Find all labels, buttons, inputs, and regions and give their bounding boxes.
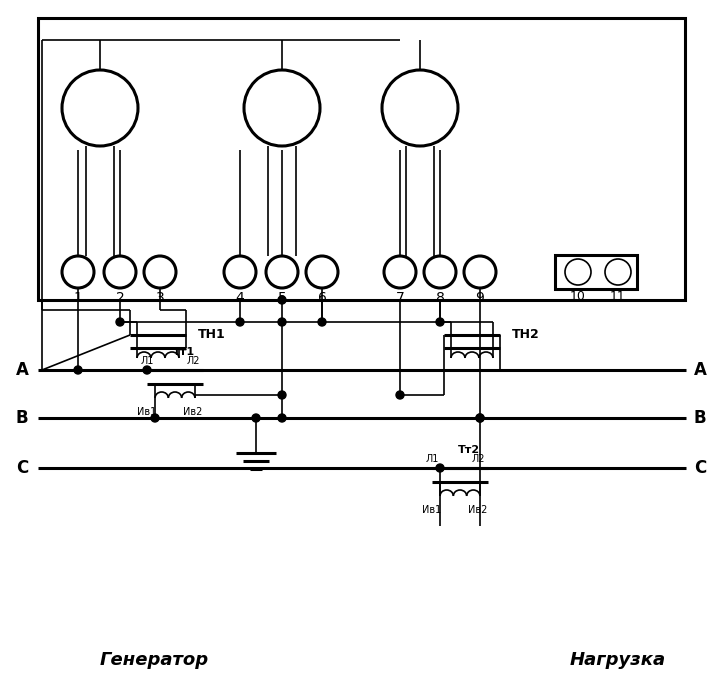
- Text: A: A: [15, 361, 28, 379]
- Circle shape: [74, 366, 82, 374]
- Circle shape: [151, 414, 159, 422]
- Circle shape: [424, 256, 456, 288]
- Text: Ив2: Ив2: [468, 505, 488, 515]
- Text: 1: 1: [74, 291, 83, 305]
- Text: 8: 8: [436, 291, 445, 305]
- Circle shape: [565, 259, 591, 285]
- Bar: [38, 18, 685, 300]
- Text: Генератор: Генератор: [100, 651, 209, 669]
- Text: B: B: [16, 409, 28, 427]
- Circle shape: [62, 70, 138, 146]
- Text: Л1: Л1: [140, 356, 153, 366]
- Circle shape: [62, 256, 94, 288]
- Text: 10: 10: [570, 289, 586, 303]
- Text: Л1: Л1: [425, 454, 439, 464]
- Text: Тт2: Тт2: [458, 445, 480, 455]
- Circle shape: [236, 318, 244, 326]
- Text: 5: 5: [277, 291, 287, 305]
- Text: 4: 4: [235, 291, 245, 305]
- Text: Тт1: Тт1: [173, 347, 195, 357]
- Circle shape: [436, 318, 444, 326]
- Circle shape: [476, 414, 484, 422]
- Circle shape: [252, 414, 260, 422]
- Circle shape: [224, 256, 256, 288]
- Circle shape: [278, 296, 286, 304]
- Circle shape: [278, 318, 286, 326]
- Circle shape: [384, 256, 416, 288]
- Circle shape: [306, 256, 338, 288]
- Circle shape: [278, 391, 286, 399]
- Text: Нагрузка: Нагрузка: [570, 651, 666, 669]
- Circle shape: [278, 414, 286, 422]
- Circle shape: [266, 256, 298, 288]
- Circle shape: [116, 318, 124, 326]
- Circle shape: [244, 70, 320, 146]
- Circle shape: [464, 256, 496, 288]
- Circle shape: [143, 366, 151, 374]
- Circle shape: [104, 256, 136, 288]
- Circle shape: [396, 391, 404, 399]
- Text: A: A: [694, 361, 707, 379]
- Circle shape: [318, 318, 326, 326]
- Text: Ив2: Ив2: [183, 407, 203, 417]
- Text: 2: 2: [116, 291, 125, 305]
- Circle shape: [476, 414, 484, 422]
- Text: B: B: [694, 409, 707, 427]
- Text: Л2: Л2: [186, 356, 200, 366]
- Text: C: C: [16, 459, 28, 477]
- Circle shape: [382, 70, 458, 146]
- Text: 3: 3: [156, 291, 164, 305]
- Text: 11: 11: [610, 289, 626, 303]
- Bar: [555, 255, 637, 289]
- Text: 6: 6: [318, 291, 327, 305]
- Text: Ив1: Ив1: [422, 505, 442, 515]
- Text: Л2: Л2: [471, 454, 485, 464]
- Text: 9: 9: [476, 291, 484, 305]
- Circle shape: [144, 256, 176, 288]
- Circle shape: [436, 464, 444, 472]
- Text: Ив1: Ив1: [138, 407, 156, 417]
- Text: ТН2: ТН2: [512, 329, 540, 342]
- Text: ТН1: ТН1: [198, 329, 226, 342]
- Text: 7: 7: [395, 291, 405, 305]
- Text: C: C: [694, 459, 706, 477]
- Circle shape: [605, 259, 631, 285]
